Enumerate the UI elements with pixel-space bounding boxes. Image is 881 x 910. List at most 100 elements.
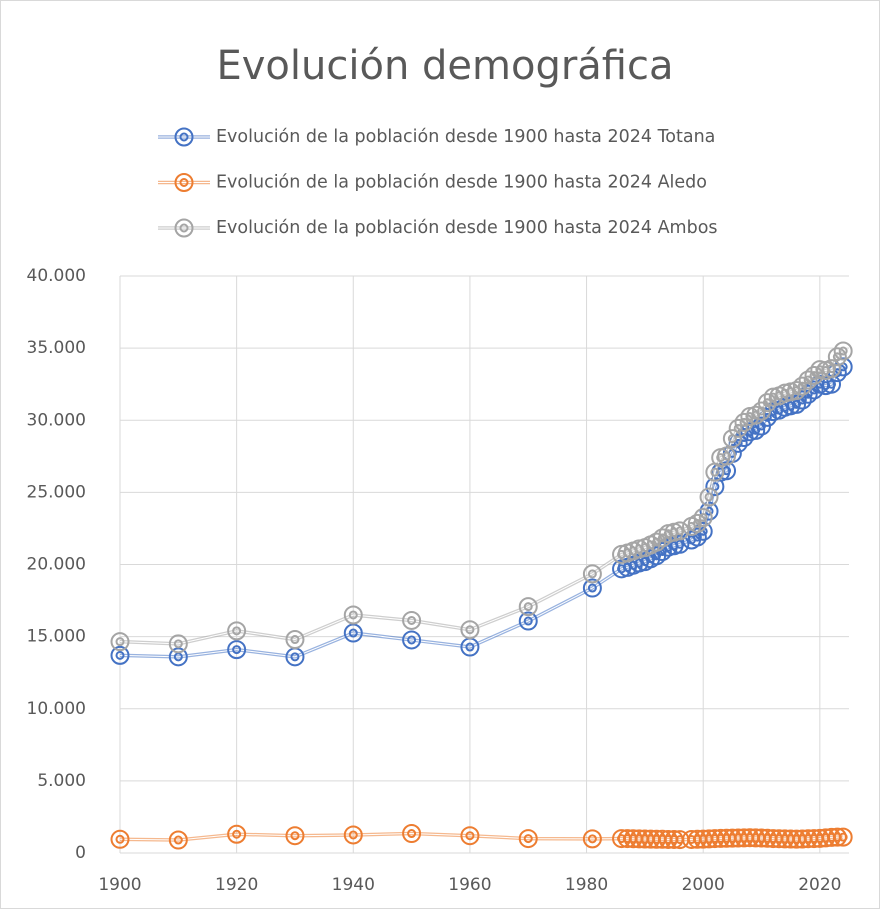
marker-ring — [792, 376, 812, 396]
marker-core — [827, 379, 837, 389]
marker-ring — [670, 534, 690, 554]
marker-ring — [827, 347, 847, 367]
marker — [652, 528, 672, 548]
marker-ring — [757, 393, 777, 413]
marker-core — [179, 132, 189, 142]
x-tick-label: 1920 — [215, 875, 258, 895]
marker-ring — [652, 542, 672, 562]
marker-ring — [174, 173, 194, 192]
marker-core — [652, 537, 662, 547]
marker-core — [692, 518, 702, 528]
x-tick-label: 1960 — [448, 875, 491, 895]
marker-ring — [168, 830, 188, 850]
marker-core — [348, 830, 358, 840]
marker-core — [698, 512, 708, 522]
marker-ring — [699, 487, 719, 507]
marker-ring — [343, 825, 363, 845]
marker-ring — [460, 620, 480, 640]
marker — [343, 825, 363, 845]
marker-ring — [804, 366, 824, 386]
marker-ring — [833, 827, 853, 847]
marker-ring — [343, 623, 363, 643]
marker-core — [232, 626, 242, 636]
marker-ring — [787, 381, 807, 401]
marker — [798, 370, 818, 390]
marker-ring — [402, 630, 422, 650]
marker-ring — [227, 621, 247, 641]
x-tick-label: 2020 — [798, 875, 841, 895]
marker-ring — [518, 611, 538, 631]
marker-ring — [670, 521, 690, 541]
marker — [227, 621, 247, 641]
marker — [833, 827, 853, 847]
marker-core — [115, 637, 125, 647]
marker-core — [722, 451, 732, 461]
marker-ring — [833, 341, 853, 361]
marker — [402, 630, 422, 650]
marker-core — [290, 635, 300, 645]
marker-ring — [285, 630, 305, 650]
marker-ring — [518, 829, 538, 849]
marker-core — [173, 835, 183, 845]
marker — [833, 341, 853, 361]
marker — [110, 829, 130, 849]
marker-ring — [110, 632, 130, 652]
marker-ring — [652, 528, 672, 548]
marker-ring — [728, 418, 748, 438]
marker-ring — [343, 605, 363, 625]
y-tick-label: 30.000 — [27, 410, 86, 430]
marker — [699, 487, 719, 507]
marker-core — [348, 628, 358, 638]
marker-core — [803, 375, 813, 385]
marker-core — [465, 831, 475, 841]
marker — [787, 381, 807, 401]
marker-core — [739, 417, 749, 427]
marker-ring — [717, 446, 737, 466]
marker-ring — [285, 826, 305, 846]
y-tick-label: 5.000 — [37, 771, 86, 791]
marker-core — [792, 399, 802, 409]
marker-ring — [168, 634, 188, 654]
marker — [402, 824, 422, 844]
marker-core — [523, 834, 533, 844]
marker — [787, 394, 807, 414]
marker — [827, 347, 847, 367]
marker-ring — [402, 824, 422, 844]
y-tick-label: 15.000 — [27, 627, 86, 647]
marker — [285, 630, 305, 650]
marker-core — [587, 834, 597, 844]
marker-core — [797, 381, 807, 391]
x-tick-label: 1980 — [565, 875, 608, 895]
marker — [343, 623, 363, 643]
marker — [110, 632, 130, 652]
marker — [168, 634, 188, 654]
legend-label: Evolución de la población desde 1900 has… — [216, 218, 718, 238]
chart-title: Evolución demográfica — [216, 43, 673, 89]
y-tick-label: 0 — [75, 843, 86, 863]
marker-ring — [798, 370, 818, 390]
marker-core — [523, 616, 533, 626]
marker-core — [657, 533, 667, 543]
marker-ring — [110, 829, 130, 849]
marker — [804, 366, 824, 386]
marker — [518, 829, 538, 849]
marker-ring — [693, 507, 713, 527]
marker — [717, 446, 737, 466]
marker — [168, 830, 188, 850]
marker-core — [792, 386, 802, 396]
marker-core — [751, 410, 761, 420]
marker-ring — [402, 610, 422, 630]
marker-core — [407, 635, 417, 645]
marker-core — [465, 642, 475, 652]
marker-core — [290, 831, 300, 841]
marker-core — [465, 625, 475, 635]
marker-ring — [174, 218, 194, 238]
marker-core — [587, 583, 597, 593]
y-tick-label: 40.000 — [27, 266, 86, 286]
marker — [460, 826, 480, 846]
marker-core — [733, 423, 743, 433]
y-tick-label: 35.000 — [27, 338, 86, 358]
marker-core — [115, 834, 125, 844]
marker — [582, 829, 602, 849]
